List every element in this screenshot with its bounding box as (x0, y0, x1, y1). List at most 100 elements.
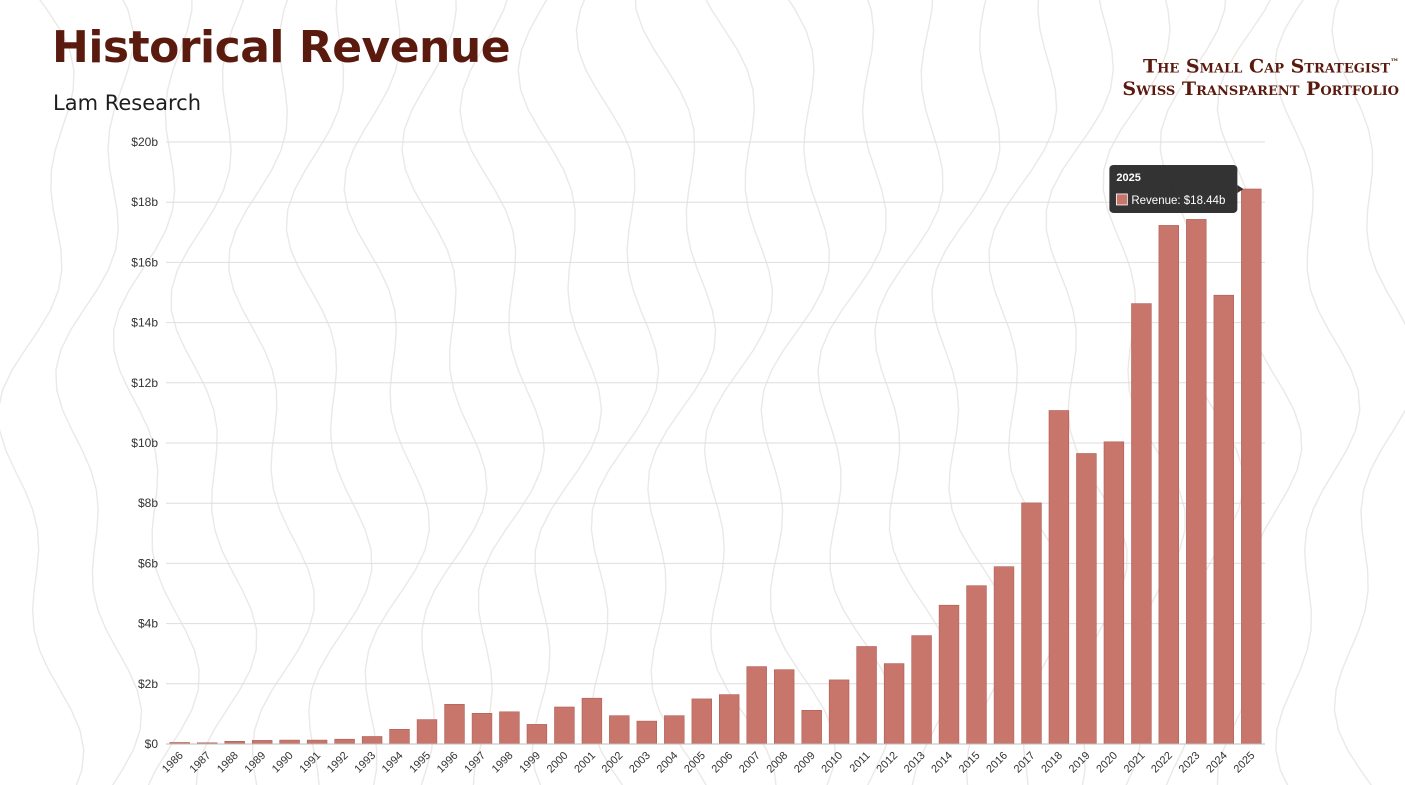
brand-line-2: Swiss Transparent Portfolio (1122, 78, 1399, 101)
contour-line (634, 0, 717, 785)
tooltip-swatch (1115, 193, 1128, 206)
bar-2006 (718, 694, 740, 745)
contour-line (760, 0, 836, 785)
bar-2022 (1158, 225, 1180, 745)
x-tick-label: 2016 (984, 750, 1010, 776)
x-tick-label: 1998 (490, 750, 516, 776)
x-tick-label: 1992 (325, 750, 351, 776)
x-tick-label: 2023 (1177, 750, 1203, 776)
x-tick-label: 2024 (1204, 750, 1230, 776)
x-tick-label: 1999 (517, 750, 543, 776)
x-tick-label: 1997 (462, 750, 488, 776)
bar-1991 (306, 739, 328, 745)
x-tick-label: 2011 (848, 750, 873, 775)
contour-line (517, 0, 603, 785)
bar-1989 (252, 740, 273, 745)
y-tick-label: $0 (145, 737, 159, 751)
bar-2011 (856, 646, 877, 745)
tooltip-year: 2025 (1116, 172, 1140, 184)
bar-2024 (1213, 294, 1235, 745)
x-tick-label: 2003 (627, 750, 653, 776)
bar-2020 (1103, 441, 1125, 745)
x-tick-label: 2022 (1149, 750, 1175, 776)
x-tick-label: 2001 (572, 750, 598, 776)
brand-line-1: The Small Cap Strategist™ (1142, 55, 1399, 78)
contour-line (1331, 0, 1405, 785)
x-tick-label: 2021 (1122, 750, 1148, 776)
contour-line (343, 0, 431, 785)
bar-2001 (581, 697, 603, 745)
bar-1994 (389, 728, 410, 745)
bar-2025 (1241, 188, 1262, 745)
page-subtitle: Lam Research (53, 91, 202, 115)
x-tick-label: 2025 (1232, 750, 1258, 776)
bar-2012 (883, 663, 905, 745)
bar-2023 (1186, 219, 1207, 745)
bar-2002 (609, 715, 630, 745)
x-tick-label: 2012 (874, 750, 900, 776)
x-tick-label: 2019 (1067, 750, 1093, 776)
contour-line (285, 0, 373, 785)
tooltip-arrow (1237, 184, 1244, 193)
x-tick-label: 1986 (160, 750, 186, 776)
contour-line (703, 0, 777, 785)
x-tick-label: 1995 (407, 750, 433, 776)
x-tick-label: 2014 (929, 750, 955, 776)
contour-line (170, 0, 258, 785)
x-tick-label: 2005 (682, 750, 708, 776)
x-tick-label: 2006 (710, 750, 736, 776)
x-tick-label: 2000 (545, 750, 571, 776)
contour-line (459, 0, 546, 785)
y-tick-label: $8b (138, 496, 158, 510)
bar-1993 (361, 736, 383, 745)
x-tick-label: 2008 (765, 750, 791, 776)
bar-1990 (279, 739, 300, 745)
bar-2009 (801, 709, 822, 745)
y-tick-label: $18b (131, 195, 158, 209)
bar-1999 (526, 724, 548, 745)
contour-line (401, 0, 488, 785)
x-tick-label: 1990 (270, 750, 296, 776)
brand-logo: The Small Cap Strategist™ Swiss Transpar… (1122, 52, 1399, 101)
x-tick-label: 2013 (902, 750, 928, 776)
contour-line (575, 0, 660, 785)
bar-2010 (828, 679, 850, 745)
x-tick-label: 2002 (600, 750, 626, 776)
y-tick-label: $14b (131, 316, 158, 330)
bar-2007 (746, 666, 767, 745)
x-tick-label: 2010 (819, 750, 845, 776)
bar-2003 (636, 720, 658, 745)
bar-2004 (664, 715, 685, 745)
bar-2005 (691, 698, 713, 745)
page-title: Historical Revenue (52, 22, 511, 73)
contour-line (0, 0, 85, 785)
y-tick-label: $12b (131, 376, 158, 390)
bar-2019 (1076, 453, 1097, 745)
contour-line (112, 0, 200, 785)
tooltip-box (1109, 164, 1238, 213)
x-tick-label: 1993 (352, 750, 378, 776)
x-tick-label: 2018 (1039, 750, 1065, 776)
x-tick-label: 2015 (957, 750, 983, 776)
x-tick-label: 1989 (243, 750, 269, 776)
y-tick-label: $2b (138, 677, 158, 691)
y-tick-label: $20b (131, 135, 158, 149)
bar-1992 (334, 738, 355, 745)
x-tick-label: 1994 (380, 750, 406, 776)
x-tick-label: 1996 (435, 750, 461, 776)
bar-2015 (966, 585, 987, 745)
bar-2013 (911, 635, 932, 745)
y-tick-label: $16b (131, 255, 158, 269)
bar-2000 (554, 706, 575, 745)
bar-1997 (471, 712, 493, 745)
x-tick-label: 1988 (215, 750, 241, 776)
contour-line (228, 0, 315, 785)
contour-line (1273, 0, 1361, 785)
x-tick-label: 2020 (1094, 750, 1120, 776)
bar-2021 (1131, 303, 1152, 745)
x-tick-label: 2009 (792, 750, 818, 776)
bar-2018 (1048, 410, 1070, 745)
bar-1998 (499, 711, 520, 745)
y-tick-label: $6b (138, 556, 158, 570)
